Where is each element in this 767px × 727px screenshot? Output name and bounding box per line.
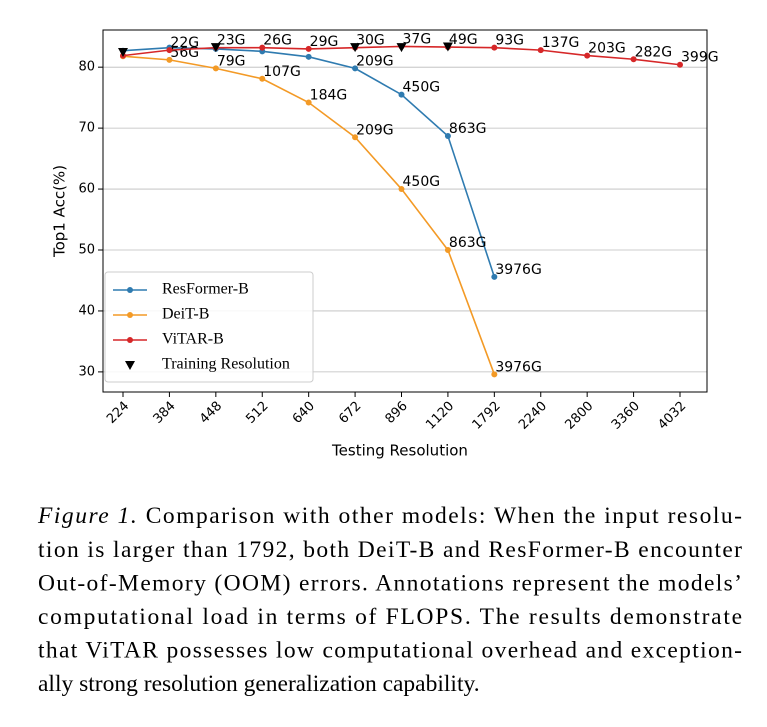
flops-annotation: 26G bbox=[263, 33, 292, 49]
caption-text: Comparison with other models: When the i… bbox=[138, 503, 742, 529]
x-tick-label: 2240 bbox=[516, 399, 550, 433]
x-tick-label: 2800 bbox=[562, 399, 596, 433]
legend-box bbox=[104, 271, 314, 383]
flops-annotation: 399G bbox=[681, 50, 719, 66]
x-tick-label: 3360 bbox=[609, 399, 643, 433]
legend-label: ViTAR-B bbox=[162, 331, 224, 348]
y-tick-label: 50 bbox=[78, 243, 95, 258]
caption-label: Figure 1. bbox=[37, 503, 137, 529]
caption-line: that ViTAR possesses low computational o… bbox=[38, 637, 742, 663]
flops-annotation: 79G bbox=[217, 53, 246, 69]
flops-annotation: 282G bbox=[635, 44, 673, 60]
legend-label: DeiT-B bbox=[162, 306, 209, 323]
marker bbox=[127, 312, 133, 318]
flops-annotation: 3976G bbox=[495, 359, 541, 375]
flops-annotation: 30G bbox=[356, 33, 385, 49]
y-tick-label: 40 bbox=[78, 303, 95, 318]
marker bbox=[630, 56, 637, 63]
marker bbox=[398, 91, 405, 98]
caption-line: tion is larger than 1792, both DeiT-B an… bbox=[38, 537, 742, 563]
caption-line: Out-of-Memory (OOM) errors. Annotations … bbox=[38, 570, 742, 596]
flops-annotation: 209G bbox=[356, 53, 394, 69]
x-tick-label: 1120 bbox=[423, 399, 457, 433]
marker bbox=[442, 42, 453, 52]
marker bbox=[584, 52, 591, 59]
flops-annotation: 203G bbox=[588, 41, 626, 57]
marker bbox=[350, 43, 361, 53]
caption-line: Figure 1. Comparison with other models: … bbox=[37, 503, 742, 529]
marker bbox=[491, 273, 498, 280]
marker bbox=[491, 371, 498, 378]
x-tick-label: 384 bbox=[151, 399, 179, 427]
marker bbox=[444, 133, 451, 140]
flops-annotation: 29G bbox=[310, 34, 339, 50]
marker bbox=[210, 43, 221, 53]
flops-annotation: 863G bbox=[449, 235, 487, 251]
x-tick-label: 224 bbox=[104, 399, 132, 427]
marker bbox=[127, 287, 133, 293]
y-tick-label: 60 bbox=[78, 182, 95, 197]
x-tick-label: 640 bbox=[290, 399, 318, 427]
plot-frame bbox=[102, 29, 708, 393]
marker bbox=[259, 44, 266, 51]
marker bbox=[352, 134, 359, 141]
marker bbox=[118, 47, 128, 57]
legend-label: ResFormer-B bbox=[162, 281, 249, 298]
marker bbox=[398, 186, 405, 193]
marker bbox=[444, 247, 451, 254]
marker bbox=[396, 43, 407, 53]
flops-annotation: 450G bbox=[403, 80, 441, 96]
marker bbox=[305, 45, 312, 52]
x-tick-label: 1792 bbox=[470, 399, 504, 433]
marker bbox=[212, 65, 219, 72]
y-tick-label: 70 bbox=[78, 121, 95, 136]
caption-line: computational load in terms of FLOPS. Th… bbox=[38, 604, 742, 630]
x-tick-label: 4032 bbox=[655, 399, 689, 433]
flops-annotation: 107G bbox=[263, 64, 301, 80]
marker bbox=[537, 47, 544, 54]
flops-annotation: 37G bbox=[403, 31, 432, 47]
marker bbox=[677, 61, 683, 68]
flops-annotation: 209G bbox=[356, 122, 394, 138]
y-tick-label: 30 bbox=[78, 364, 95, 379]
flops-annotation: 137G bbox=[542, 35, 580, 51]
y-axis-label: Top1 Acc(%) bbox=[51, 165, 69, 258]
flops-annotation: 184G bbox=[310, 88, 348, 104]
x-tick-label: 672 bbox=[336, 399, 364, 427]
marker bbox=[125, 361, 135, 370]
x-tick-label: 512 bbox=[243, 399, 271, 427]
marker bbox=[491, 44, 498, 51]
flops-annotation: 863G bbox=[449, 121, 487, 137]
x-tick-label: 448 bbox=[197, 399, 225, 427]
marker bbox=[259, 75, 266, 82]
marker bbox=[352, 65, 359, 72]
flops-annotation: 49G bbox=[449, 32, 478, 48]
x-axis-label: Testing Resolution bbox=[331, 442, 468, 460]
marker bbox=[166, 47, 173, 54]
marker bbox=[127, 337, 133, 343]
caption-line: ally strong resolution generalization ca… bbox=[38, 671, 480, 697]
flops-annotation: 3976G bbox=[495, 262, 541, 278]
flops-annotation: 22G bbox=[170, 35, 199, 51]
legend-label: Training Resolution bbox=[162, 356, 290, 373]
marker bbox=[305, 99, 312, 106]
marker bbox=[166, 56, 173, 63]
y-tick-label: 80 bbox=[78, 60, 95, 75]
marker bbox=[305, 53, 312, 60]
flops-annotation: 23G bbox=[217, 33, 246, 49]
flops-annotation: 450G bbox=[403, 174, 441, 190]
flops-annotation: 93G bbox=[495, 33, 524, 49]
x-tick-label: 896 bbox=[383, 399, 411, 427]
